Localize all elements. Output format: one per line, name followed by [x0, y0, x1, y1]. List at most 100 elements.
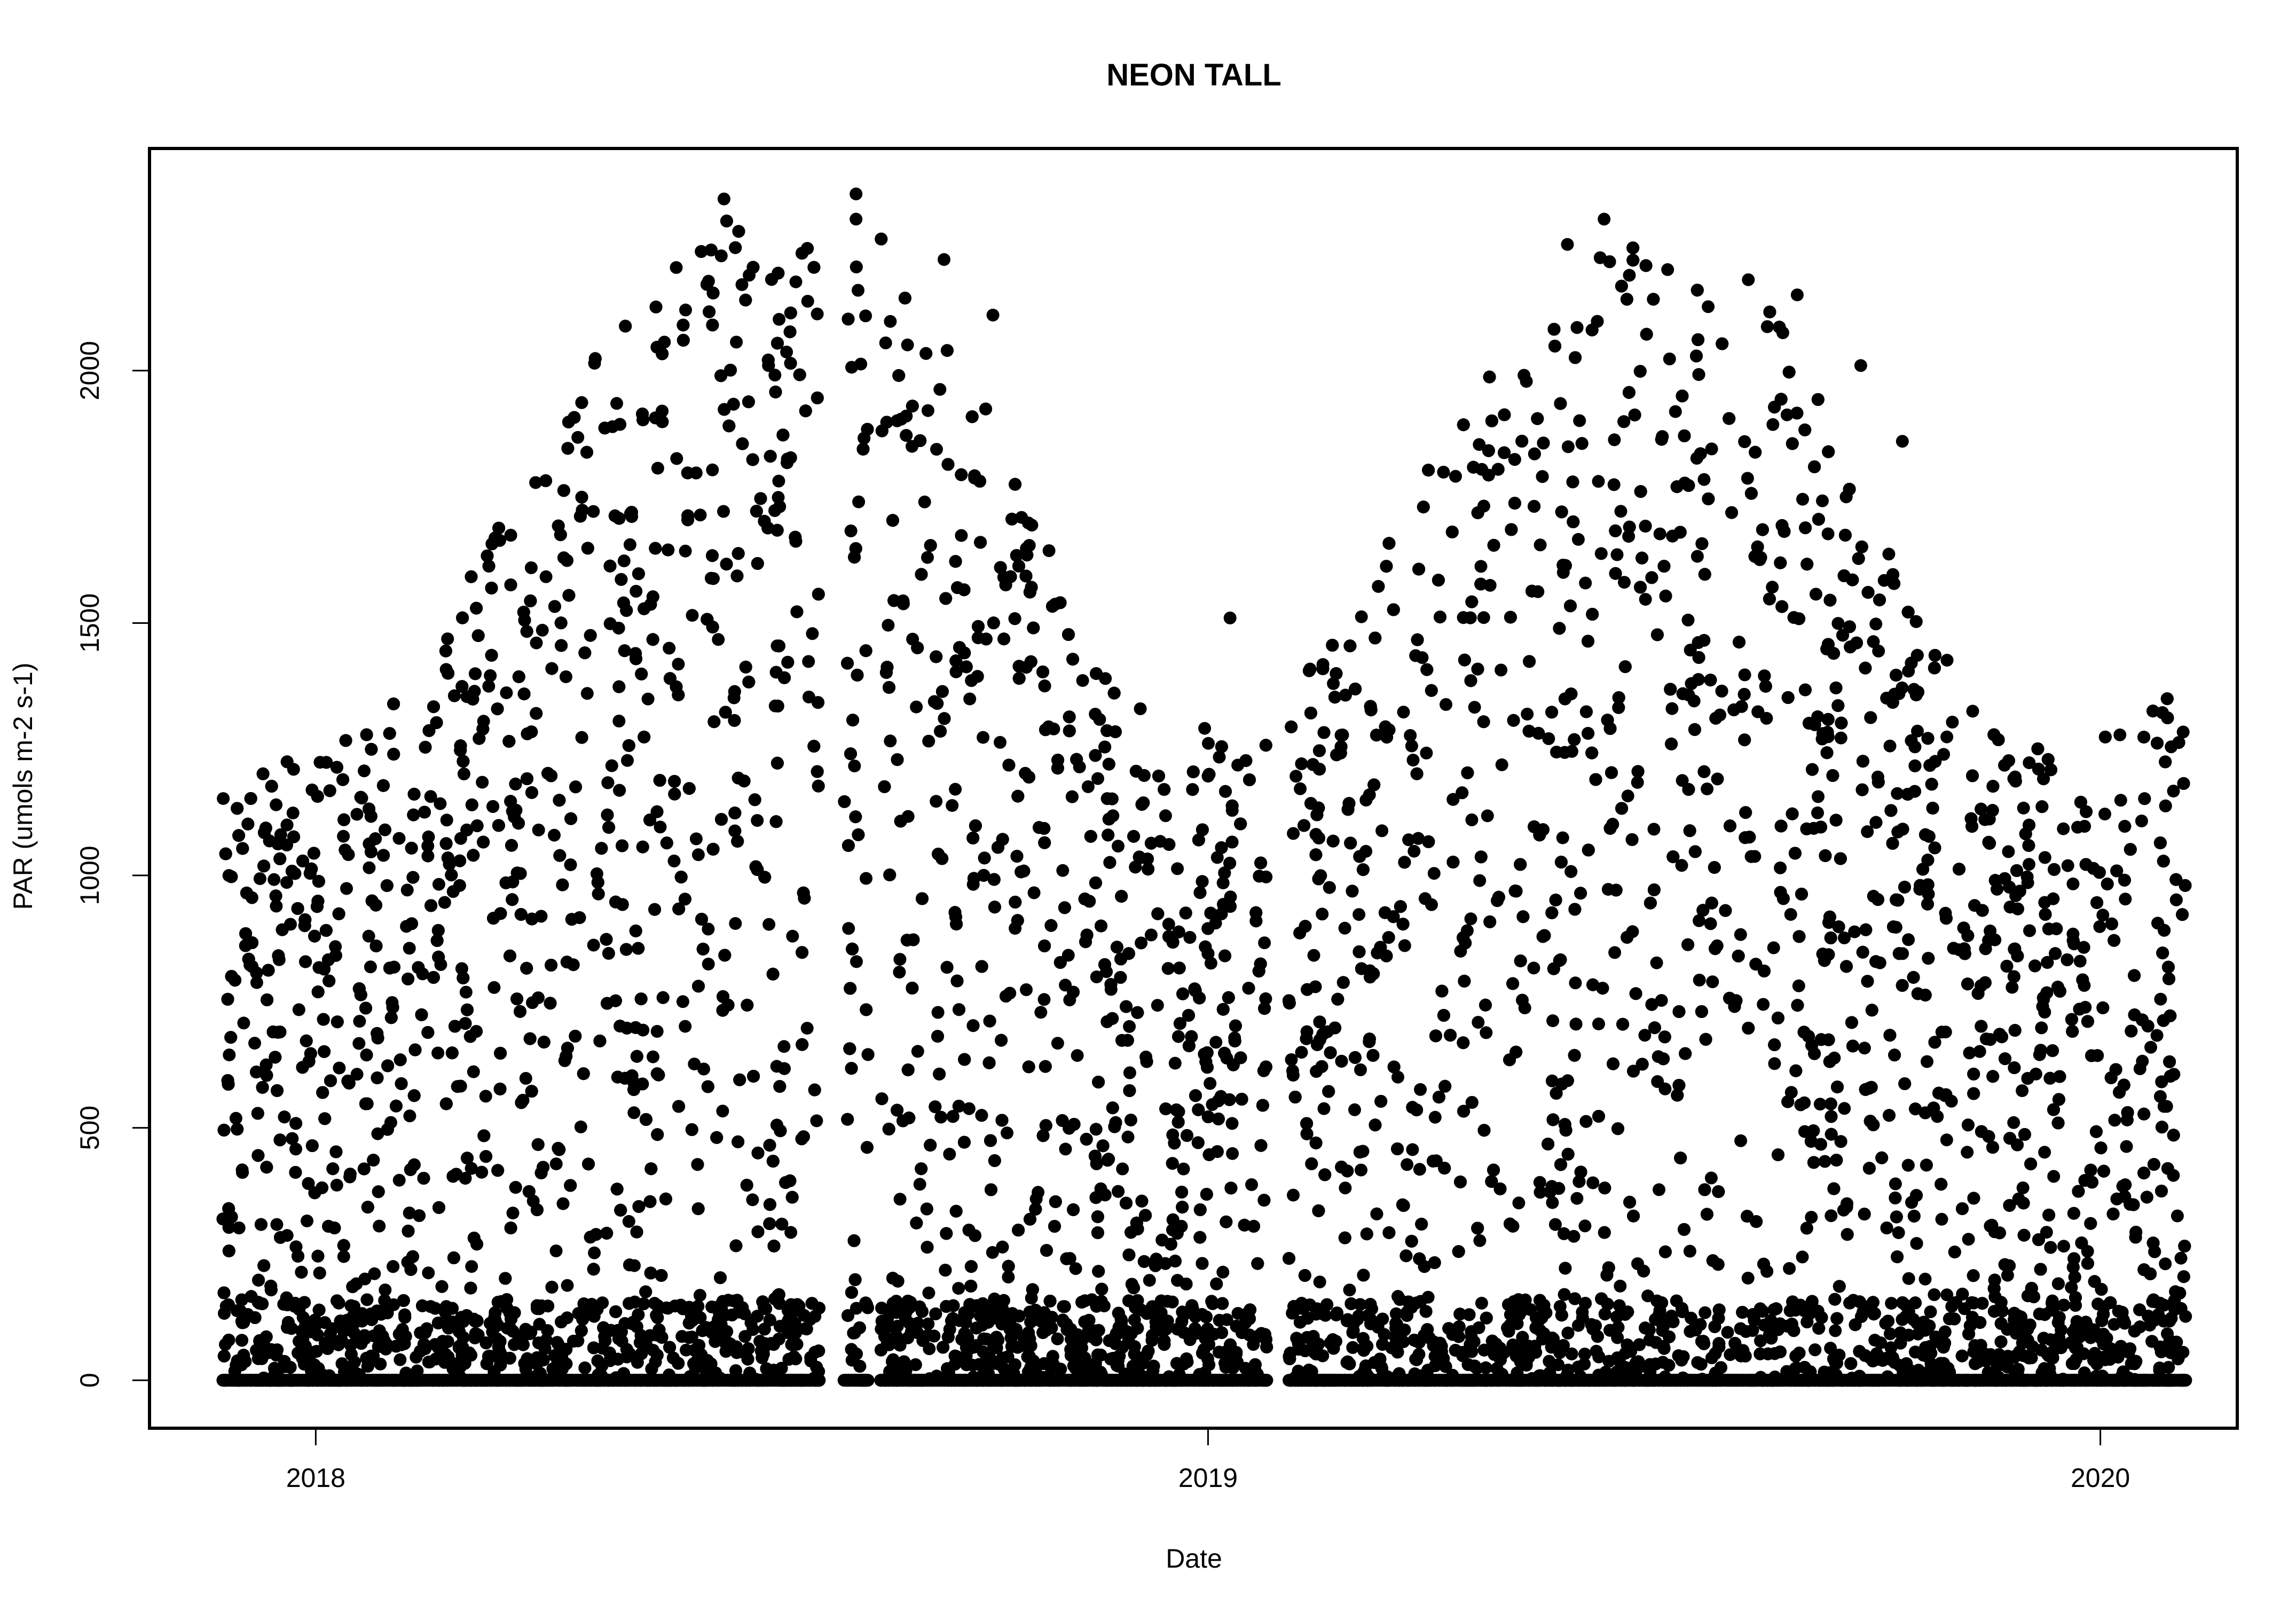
data-point — [1809, 588, 1822, 601]
data-point — [1376, 1312, 1389, 1326]
data-point — [921, 404, 934, 417]
data-point — [1427, 867, 1441, 880]
data-point — [854, 357, 868, 371]
data-point — [2022, 858, 2035, 871]
data-point — [1474, 560, 1488, 573]
data-point — [2073, 954, 2087, 968]
data-point — [1473, 874, 1487, 887]
data-point — [1144, 928, 1158, 942]
data-point — [1295, 1046, 1308, 1059]
data-point — [1738, 668, 1751, 682]
data-point — [2098, 808, 2111, 821]
data-point — [999, 990, 1012, 1003]
data-point — [292, 1003, 305, 1016]
data-point — [879, 336, 892, 349]
data-point — [1495, 663, 1508, 677]
data-point — [571, 430, 585, 444]
data-point — [1902, 933, 1915, 946]
data-point — [1834, 731, 1847, 745]
data-point — [379, 1283, 392, 1297]
data-point — [237, 1016, 250, 1030]
data-point — [1116, 1162, 1129, 1176]
data-point — [2023, 756, 2036, 770]
data-point — [270, 1218, 284, 1231]
data-point — [1534, 538, 1547, 552]
data-point — [330, 1178, 343, 1192]
data-point — [1034, 1006, 1048, 1019]
data-point — [1883, 1327, 1897, 1341]
data-point — [1134, 702, 1147, 715]
data-point — [884, 734, 897, 748]
data-point — [421, 839, 435, 852]
data-point — [980, 1333, 993, 1346]
data-point — [1025, 519, 1039, 532]
data-point — [270, 798, 283, 811]
data-point — [1480, 1026, 1493, 1039]
data-point — [977, 731, 990, 744]
data-point — [1984, 925, 1997, 937]
data-point — [1796, 492, 1809, 506]
data-point — [1404, 729, 1417, 742]
data-point — [1794, 1098, 1807, 1111]
data-point — [1622, 530, 1635, 543]
data-point — [1784, 908, 1797, 921]
data-point — [1848, 925, 1861, 938]
data-point — [1354, 1063, 1367, 1076]
data-point — [717, 505, 730, 518]
data-point — [1704, 917, 1717, 930]
chart-title: NEON TALL — [1106, 58, 1281, 92]
data-point — [1414, 1083, 1427, 1096]
data-point — [1614, 1279, 1627, 1293]
data-point — [1472, 1016, 1485, 1029]
data-point — [2002, 845, 2015, 858]
data-point — [1202, 737, 1215, 750]
data-point — [952, 1282, 965, 1295]
data-point — [422, 1266, 435, 1280]
data-point — [434, 797, 447, 810]
data-point — [901, 338, 914, 351]
data-point — [1734, 1134, 1748, 1147]
data-point — [842, 922, 855, 935]
data-point — [1348, 1103, 1361, 1116]
data-point — [1918, 1272, 1932, 1286]
data-point — [1767, 941, 1780, 954]
data-point — [1209, 1036, 1223, 1049]
data-point — [1874, 1336, 1888, 1350]
data-point — [2176, 725, 2190, 739]
data-point — [371, 1127, 384, 1140]
data-point — [1774, 861, 1787, 874]
data-point — [893, 966, 906, 979]
data-point — [848, 760, 861, 773]
data-point — [1143, 1274, 1156, 1287]
data-point — [539, 570, 553, 583]
data-point — [650, 1025, 664, 1038]
data-point — [1757, 998, 1770, 1011]
data-point — [1517, 369, 1531, 382]
data-point — [1081, 780, 1095, 793]
data-point — [922, 734, 935, 748]
data-point — [413, 1209, 426, 1222]
data-point — [1076, 674, 1089, 687]
data-point — [1477, 611, 1490, 624]
data-point — [1638, 1029, 1652, 1042]
data-point — [268, 873, 281, 886]
data-point — [676, 995, 689, 1008]
data-point — [605, 759, 618, 772]
data-point — [217, 792, 230, 805]
data-point — [1663, 353, 1676, 365]
data-point — [1482, 468, 1495, 482]
data-point — [730, 335, 743, 349]
data-point — [587, 938, 600, 952]
data-point — [559, 670, 572, 684]
data-point — [622, 1215, 635, 1228]
data-point — [1867, 635, 1880, 648]
data-point — [1675, 859, 1688, 872]
data-point — [1579, 576, 1592, 590]
data-point — [1546, 1014, 1560, 1028]
data-point — [1889, 1177, 1902, 1191]
data-point — [1037, 993, 1051, 1006]
data-point — [1829, 1324, 1842, 1337]
data-point — [403, 942, 416, 955]
data-point — [1669, 405, 1682, 418]
data-point — [506, 1207, 520, 1220]
